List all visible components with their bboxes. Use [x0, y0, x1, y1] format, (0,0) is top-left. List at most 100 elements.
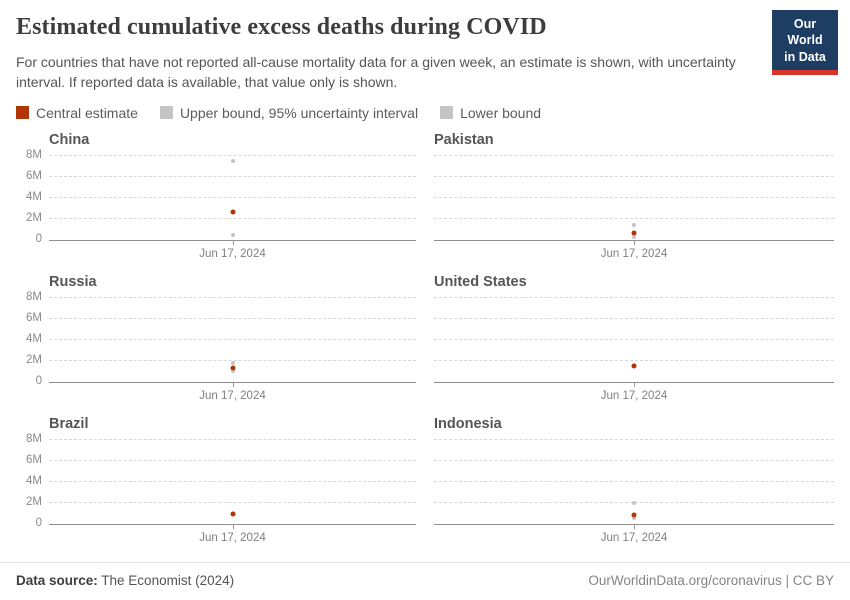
gridline-4m	[49, 196, 416, 198]
x-axis-label: Jun 17, 2024	[199, 531, 266, 544]
data-source: Data source: The Economist (2024)	[16, 573, 234, 588]
plot-area: Jun 17, 2024	[434, 438, 834, 544]
x-axis-label: Jun 17, 2024	[600, 247, 668, 260]
gridline-6m	[434, 459, 834, 461]
footer: Data source: The Economist (2024) OurWor…	[0, 562, 850, 600]
x-axis-tick	[232, 523, 234, 529]
subplot-pakistan: Pakistan Jun 17, 2024	[434, 132, 834, 274]
x-axis-tick	[634, 381, 635, 387]
owid-logo-line2: in Data	[784, 49, 826, 64]
subplot-china: China 0 2M 4M 6M 8M Jun 17, 2024	[16, 132, 416, 274]
upper-bound-dot[interactable]	[632, 223, 636, 228]
plot-area: Jun 17, 2024	[434, 296, 834, 402]
data-source-label: Data source:	[16, 573, 98, 588]
legend-item-central-estimate[interactable]: Central estimate	[16, 105, 138, 121]
upper-bound-dot[interactable]	[632, 500, 636, 505]
x-axis-label: Jun 17, 2024	[600, 531, 668, 544]
central-estimate-dot[interactable]	[230, 365, 235, 371]
subplot-title: Russia	[49, 273, 97, 290]
y-axis-label: 0	[35, 233, 42, 245]
subplot-title: Pakistan	[434, 131, 494, 148]
legend-label: Central estimate	[36, 104, 138, 121]
legend-label: Lower bound	[460, 104, 542, 121]
y-axis-label: 8M	[26, 433, 42, 445]
y-axis-label: 6M	[26, 454, 42, 466]
gridline-2m	[49, 359, 416, 361]
plot-area: 0 2M 4M 6M 8M Jun 17, 2024	[26, 291, 416, 402]
gridline-8m	[434, 154, 834, 156]
y-axis-label: 4M	[26, 475, 42, 487]
upper-bound-swatch-icon	[159, 106, 173, 120]
upper-bound-dot[interactable]	[230, 361, 235, 366]
x-axis-tick	[232, 381, 234, 387]
subplot-title: Brazil	[49, 415, 89, 432]
x-axis-tick	[634, 523, 635, 529]
gridline-8m	[49, 438, 416, 440]
gridline-4m	[434, 480, 834, 482]
subplot-title: Indonesia	[434, 415, 502, 432]
x-axis-tick	[634, 239, 635, 245]
y-axis-label: 6M	[26, 170, 42, 182]
gridline-6m	[49, 317, 416, 319]
gridline-6m	[49, 459, 416, 461]
gridline-6m	[49, 175, 416, 177]
owid-logo-line1: Our World	[787, 17, 823, 48]
y-axis-label: 4M	[26, 191, 42, 203]
upper-bound-dot[interactable]	[230, 159, 235, 163]
gridline-6m	[434, 175, 834, 177]
central-estimate-dot[interactable]	[230, 511, 235, 517]
x-axis-tick	[232, 239, 234, 245]
chart-subtitle: For countries that have not reported all…	[16, 54, 736, 90]
subplot-brazil: Brazil 0 2M 4M 6M 8M Jun 17, 2024	[16, 416, 416, 558]
gridline-2m	[434, 217, 834, 219]
gridline-4m	[434, 338, 834, 340]
gridline-8m	[434, 438, 834, 440]
gridline-4m	[49, 480, 416, 482]
page-title: Estimated cumulative excess deaths durin…	[16, 14, 547, 40]
lower-bound-dot[interactable]	[632, 515, 636, 520]
legend: Central estimate Upper bound, 95% uncert…	[16, 105, 834, 121]
y-axis-label: 0	[35, 517, 42, 529]
gridline-4m	[49, 338, 416, 340]
legend-item-lower-bound[interactable]: Lower bound	[440, 105, 541, 121]
central-estimate-dot[interactable]	[631, 512, 637, 518]
x-axis-label: Jun 17, 2024	[199, 389, 266, 402]
y-axis-label: 2M	[26, 212, 42, 224]
central-estimate-dot[interactable]	[631, 230, 637, 236]
x-axis-label: Jun 17, 2024	[199, 247, 266, 260]
gridline-4m	[434, 196, 834, 198]
y-axis-label: 4M	[26, 333, 42, 345]
gridline-2m	[434, 359, 834, 361]
credit-link[interactable]: OurWorldinData.org/coronavirus | CC BY	[588, 573, 834, 588]
owid-logo[interactable]: Our World in Data	[772, 10, 838, 75]
gridline-2m	[49, 501, 416, 503]
y-axis-label: 6M	[26, 312, 42, 324]
legend-label: Upper bound, 95% uncertainty interval	[179, 104, 419, 121]
lower-bound-dot[interactable]	[230, 369, 235, 374]
y-axis-label: 8M	[26, 291, 42, 303]
gridline-2m	[49, 217, 416, 219]
data-source-value: The Economist (2024)	[97, 573, 235, 588]
lower-bound-dot[interactable]	[632, 235, 636, 240]
subplot-title: United States	[434, 273, 527, 290]
subplot-united-states: United States Jun 17, 2024	[434, 274, 834, 416]
lower-bound-dot[interactable]	[230, 232, 235, 237]
y-axis-label: 2M	[26, 354, 42, 366]
central-estimate-dot[interactable]	[631, 363, 637, 369]
gridline-6m	[434, 317, 834, 319]
central-estimate-swatch-icon	[16, 106, 29, 120]
owid-logo-redbar	[772, 69, 838, 75]
plot-area: 0 2M 4M 6M 8M Jun 17, 2024	[26, 149, 416, 260]
x-axis-label: Jun 17, 2024	[600, 389, 668, 402]
chart-content: Estimated cumulative excess deaths durin…	[16, 10, 838, 558]
y-axis-label: 8M	[26, 149, 42, 161]
panels-grid: China 0 2M 4M 6M 8M Jun 17, 2024 Pakistan Jun 17…	[16, 132, 834, 558]
central-estimate-dot[interactable]	[230, 209, 235, 215]
legend-item-upper-bound[interactable]: Upper bound, 95% uncertainty interval	[159, 104, 419, 121]
plot-area: 0 2M 4M 6M 8M Jun 17, 2024	[26, 433, 416, 544]
gridline-8m	[49, 154, 416, 156]
subplot-indonesia: Indonesia Jun 17, 2024	[434, 416, 834, 558]
plot-area: Jun 17, 2024	[434, 154, 834, 260]
subplot-title: China	[49, 131, 90, 148]
